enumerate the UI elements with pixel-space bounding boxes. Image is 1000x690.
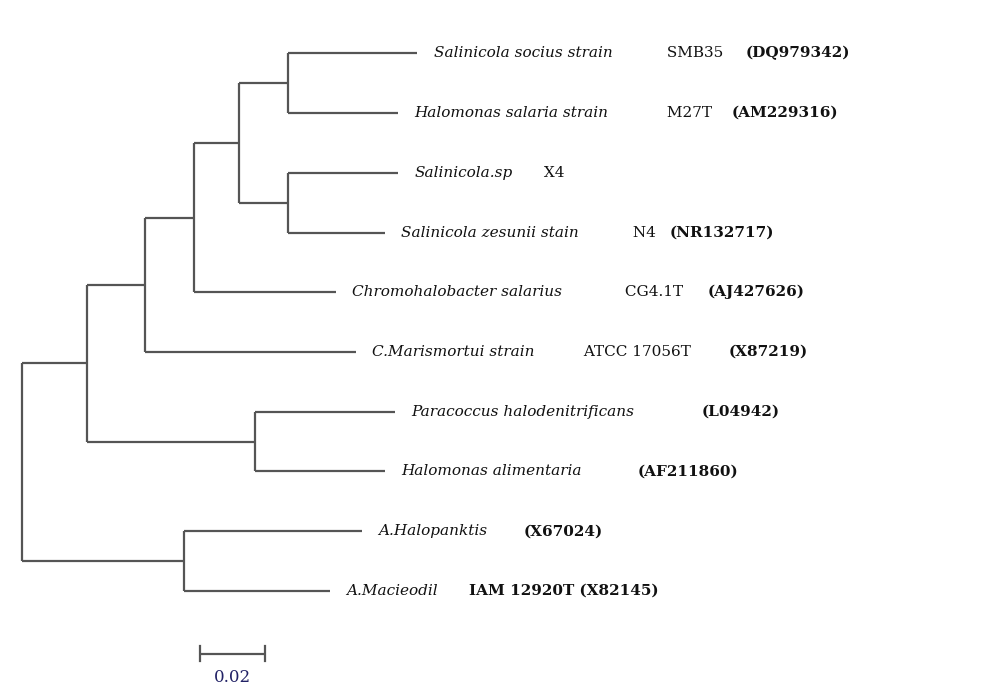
Text: Salinicola zesunii stain: Salinicola zesunii stain: [401, 226, 579, 239]
Text: Chromohalobacter salarius: Chromohalobacter salarius: [352, 285, 562, 299]
Text: ATCC 17056T: ATCC 17056T: [579, 345, 696, 359]
Text: (L04942): (L04942): [702, 405, 780, 419]
Text: (AJ427626): (AJ427626): [707, 285, 804, 299]
Text: SMB35: SMB35: [662, 46, 728, 60]
Text: A.Macieodil: A.Macieodil: [346, 584, 438, 598]
Text: Salinicola socius strain: Salinicola socius strain: [434, 46, 612, 60]
Text: A.Halopanktis: A.Halopanktis: [378, 524, 488, 538]
Text: IAM 12920T (X82145): IAM 12920T (X82145): [469, 584, 659, 598]
Text: (AF211860): (AF211860): [638, 464, 738, 478]
Text: 0.02: 0.02: [214, 669, 251, 686]
Text: C.Marismortui strain: C.Marismortui strain: [372, 345, 534, 359]
Text: Halomonas alimentaria: Halomonas alimentaria: [401, 464, 582, 478]
Text: (NR132717): (NR132717): [670, 226, 774, 239]
Text: Salinicola.sp: Salinicola.sp: [414, 166, 512, 180]
Text: X4: X4: [539, 166, 565, 180]
Text: (X67024): (X67024): [524, 524, 603, 538]
Text: N4: N4: [628, 226, 661, 239]
Text: Paracoccus halodenitrificans: Paracoccus halodenitrificans: [411, 405, 634, 419]
Text: (AM229316): (AM229316): [732, 106, 838, 120]
Text: (DQ979342): (DQ979342): [746, 46, 850, 61]
Text: (X87219): (X87219): [728, 345, 807, 359]
Text: Halomonas salaria strain: Halomonas salaria strain: [414, 106, 608, 120]
Text: M27T: M27T: [662, 106, 716, 120]
Text: CG4.1T: CG4.1T: [620, 285, 688, 299]
